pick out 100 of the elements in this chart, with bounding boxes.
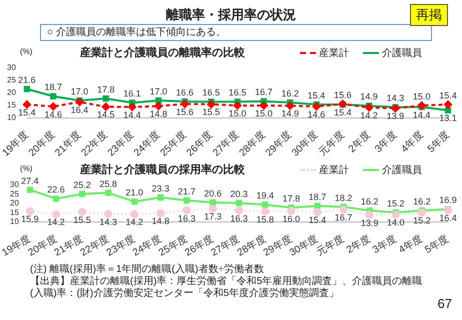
data-label: 21.7	[178, 186, 196, 196]
data-label: 21.0	[126, 188, 144, 198]
data-label: 14.6	[308, 109, 326, 120]
y-tick-label: 20	[6, 88, 16, 98]
data-label: 15.5	[73, 214, 91, 225]
data-label: 17.8	[97, 84, 115, 94]
data-label: 16.9	[439, 195, 457, 206]
data-label: 15.4	[334, 107, 352, 118]
data-label: 13.1	[439, 113, 457, 124]
data-label: 13.9	[386, 111, 404, 122]
legend-label: 介護職員	[382, 164, 422, 177]
y-axis-title: (%)	[20, 47, 32, 56]
data-label: 17.3	[204, 211, 222, 222]
data-label: 15.2	[386, 198, 405, 208]
data-label: 13.9	[360, 218, 378, 228]
x-tick-label: 2年度	[346, 128, 373, 156]
data-label: 16.7	[334, 212, 352, 223]
data-label: 15.0	[228, 108, 246, 118]
data-label: 14.8	[150, 108, 168, 119]
data-label: 16.3	[178, 213, 196, 224]
data-label: 16.4	[70, 104, 88, 115]
y-tick-label: 10	[10, 217, 20, 226]
data-label: 17.8	[282, 194, 300, 204]
data-label: 14.6	[44, 109, 62, 120]
data-label: 14.3	[100, 217, 118, 228]
data-label: 15.4	[439, 90, 457, 100]
data-label: 15.2	[413, 215, 431, 226]
y-tick-label: 30	[10, 180, 20, 190]
y-axis-title: (%)	[20, 164, 32, 173]
data-label: 14.0	[386, 218, 405, 228]
data-label: 14.2	[126, 217, 144, 228]
data-label: 15.8	[256, 214, 274, 224]
data-label: 15.4	[308, 214, 326, 225]
text: ○ 介護職員の離職率は低下傾向にある。	[40, 24, 432, 41]
data-label: 14.5	[97, 110, 115, 120]
y-tick-label: 25	[6, 76, 16, 85]
y-tick-label: 20	[10, 198, 20, 208]
data-label: 16.5	[228, 88, 246, 98]
text: 離職率・採用率の状況	[166, 7, 296, 22]
y-tick-label: 30	[6, 63, 16, 72]
data-label: 15.6	[176, 106, 194, 117]
chart-title: 産業計と介護職員の離職率の比較	[80, 46, 245, 60]
x-tick-label: 3年度	[372, 128, 400, 156]
x-tick-label: 4年度	[396, 232, 425, 256]
data-label: 15.4	[18, 107, 36, 118]
y-tick-label: 15	[6, 100, 16, 110]
x-tick-label: 3年度	[370, 232, 399, 256]
text: (注) 離職(採用)率＝1年間の離職(入職)者数÷労働者数	[30, 264, 265, 276]
data-label: 16.4	[439, 213, 457, 224]
data-label: 25.8	[100, 178, 118, 189]
data-label: 14.4	[123, 110, 141, 120]
data-label: 16.7	[255, 87, 273, 98]
data-label: 21.6	[18, 74, 36, 85]
x-tick-label: 5年度	[425, 128, 452, 156]
data-label: 17.0	[70, 86, 88, 96]
data-label: 27.4	[21, 176, 39, 186]
data-label: 15.0	[255, 108, 273, 118]
data-label: 18.7	[44, 82, 62, 92]
data-label: 15.4	[308, 90, 326, 100]
y-tick-label: 10	[6, 113, 16, 122]
x-tick-label: 5年度	[422, 232, 451, 256]
data-label: 18.2	[334, 192, 352, 203]
data-label: 14.9	[360, 92, 378, 102]
y-tick-label: 15	[10, 208, 20, 217]
data-label: 18.7	[308, 192, 326, 202]
data-label: 16.2	[360, 196, 378, 207]
data-label: 15.0	[412, 91, 430, 102]
text: 67	[438, 296, 452, 311]
data-label: 20.6	[204, 188, 222, 198]
data-label: 20.3	[230, 188, 248, 199]
data-label: 14.2	[47, 217, 65, 228]
legend-label: 産業計	[319, 164, 349, 177]
data-label: 15.9	[21, 214, 39, 224]
text: 【出典】産業計の離職(採用)率：厚生労働省「令和5年雇用動向調査」、介護職員の離職(入職)率：(財)介護労働安定センター「令和5年度介護労働実態調査」	[30, 276, 424, 300]
data-label: 17.0	[150, 86, 168, 96]
data-label: 16.3	[230, 213, 248, 224]
data-label: 16.2	[281, 88, 299, 98]
y-tick-label: 25	[10, 189, 20, 198]
data-label: 16.2	[413, 196, 431, 207]
data-label: 16.6	[176, 87, 194, 98]
data-label: 25.2	[73, 180, 91, 190]
data-label: 19.4	[256, 190, 274, 201]
x-tick-label: 2年度	[344, 232, 372, 256]
data-label: 14.3	[386, 93, 404, 104]
text: 再掲	[410, 4, 448, 26]
data-label: 14.4	[412, 110, 430, 120]
data-label: 16.0	[282, 214, 300, 224]
data-label: 23.3	[152, 183, 170, 194]
data-label: 14.2	[360, 110, 378, 120]
data-label: 16.1	[123, 88, 141, 99]
data-label: 14.9	[281, 108, 299, 119]
data-label: 22.6	[47, 184, 65, 195]
x-tick-label: 元年度	[316, 128, 347, 158]
legend-label: 産業計	[319, 46, 349, 60]
data-label: 15.6	[334, 90, 352, 100]
data-label: 14.8	[152, 216, 170, 226]
x-tick-label: 4年度	[398, 128, 426, 156]
chart-title: 産業計と介護職員の採用率の比較	[80, 162, 245, 177]
data-label: 16.5	[202, 88, 220, 98]
data-label: 15.5	[202, 107, 220, 118]
